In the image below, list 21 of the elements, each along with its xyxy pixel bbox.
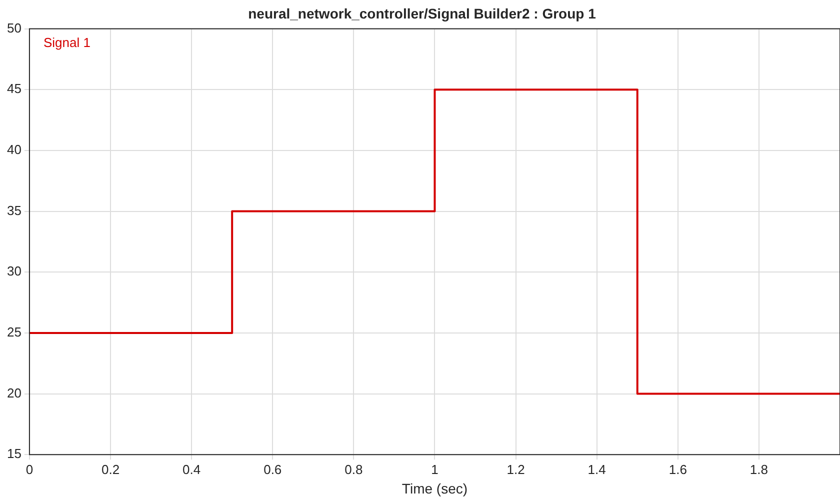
x-tick-label: 0 [26,462,34,477]
text: Signal 1 [43,34,90,50]
x-tick-label: 1.4 [588,462,606,477]
y-tick-label: 15 [6,446,22,462]
x-tick-label: 0.2 [101,462,120,477]
x-tick-label: 1.6 [668,462,687,477]
x-tick-label: 0.6 [264,462,282,477]
y-tick-label: 50 [6,20,22,36]
y-tick-label: 25 [6,324,22,340]
y-tick-label: 35 [6,202,22,218]
y-tick-label: 30 [6,264,22,279]
chart-title: neural_network_controller/Signal Builder2 : Group 1 [248,5,596,22]
x-tick-label: 1.2 [506,462,525,477]
y-tick-label: 20 [6,385,22,400]
y-tick-label: 45 [6,81,22,96]
x-tick-label: 1 [431,462,438,477]
y-tick-label: 40 [6,142,22,158]
x-tick-label: 1.8 [750,462,768,477]
x-axis-title: Time (sec) [402,480,468,496]
x-tick-label: 0.4 [182,462,201,477]
x-tick-label: 0.8 [344,462,363,477]
